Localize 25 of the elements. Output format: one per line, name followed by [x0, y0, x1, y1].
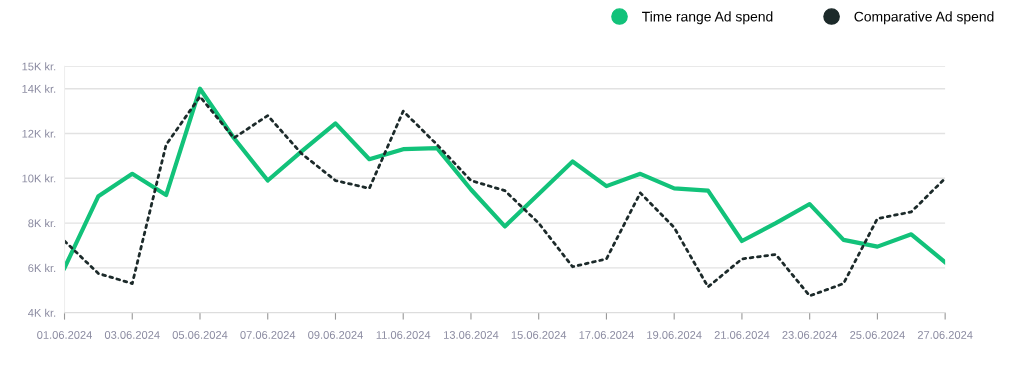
x-tick-label: 21.06.2024	[714, 331, 770, 339]
x-tick-label: 13.06.2024	[444, 331, 499, 339]
y-tick-label: 4K kr.	[28, 308, 56, 317]
line-series	[64, 86, 946, 270]
x-tick-label: 03.06.2024	[104, 331, 160, 339]
legend-label: Time range Ad spend	[642, 11, 773, 25]
y-tick-label: 10K kr.	[22, 174, 56, 183]
x-tick-label: 09.06.2024	[308, 331, 363, 339]
x-tick-label: 05.06.2024	[172, 331, 228, 339]
line-series	[64, 95, 946, 298]
x-tick-label: 17.06.2024	[579, 331, 634, 339]
x-tick-label: 19.06.2024	[647, 331, 702, 339]
legend-label: Comparative Ad spend	[854, 11, 994, 25]
y-tick-label: 6K kr.	[28, 263, 56, 273]
x-tick-label: 23.06.2024	[782, 331, 838, 339]
x-tick-label: 01.06.2024	[37, 331, 92, 339]
y-tick-label: 14K kr.	[22, 84, 56, 93]
x-tick-label: 11.06.2024	[376, 331, 431, 339]
x-tick-label: 15.06.2024	[511, 331, 567, 339]
x-tick-label: 07.06.2024	[240, 331, 296, 339]
x-tick-label: 25.06.2024	[850, 331, 905, 339]
x-tick-label: 27.06.2024	[917, 331, 973, 339]
y-tick-label: 12K kr.	[22, 129, 56, 138]
y-tick-label: 8K kr.	[28, 219, 56, 228]
y-tick-label: 15K kr.	[22, 62, 56, 71]
